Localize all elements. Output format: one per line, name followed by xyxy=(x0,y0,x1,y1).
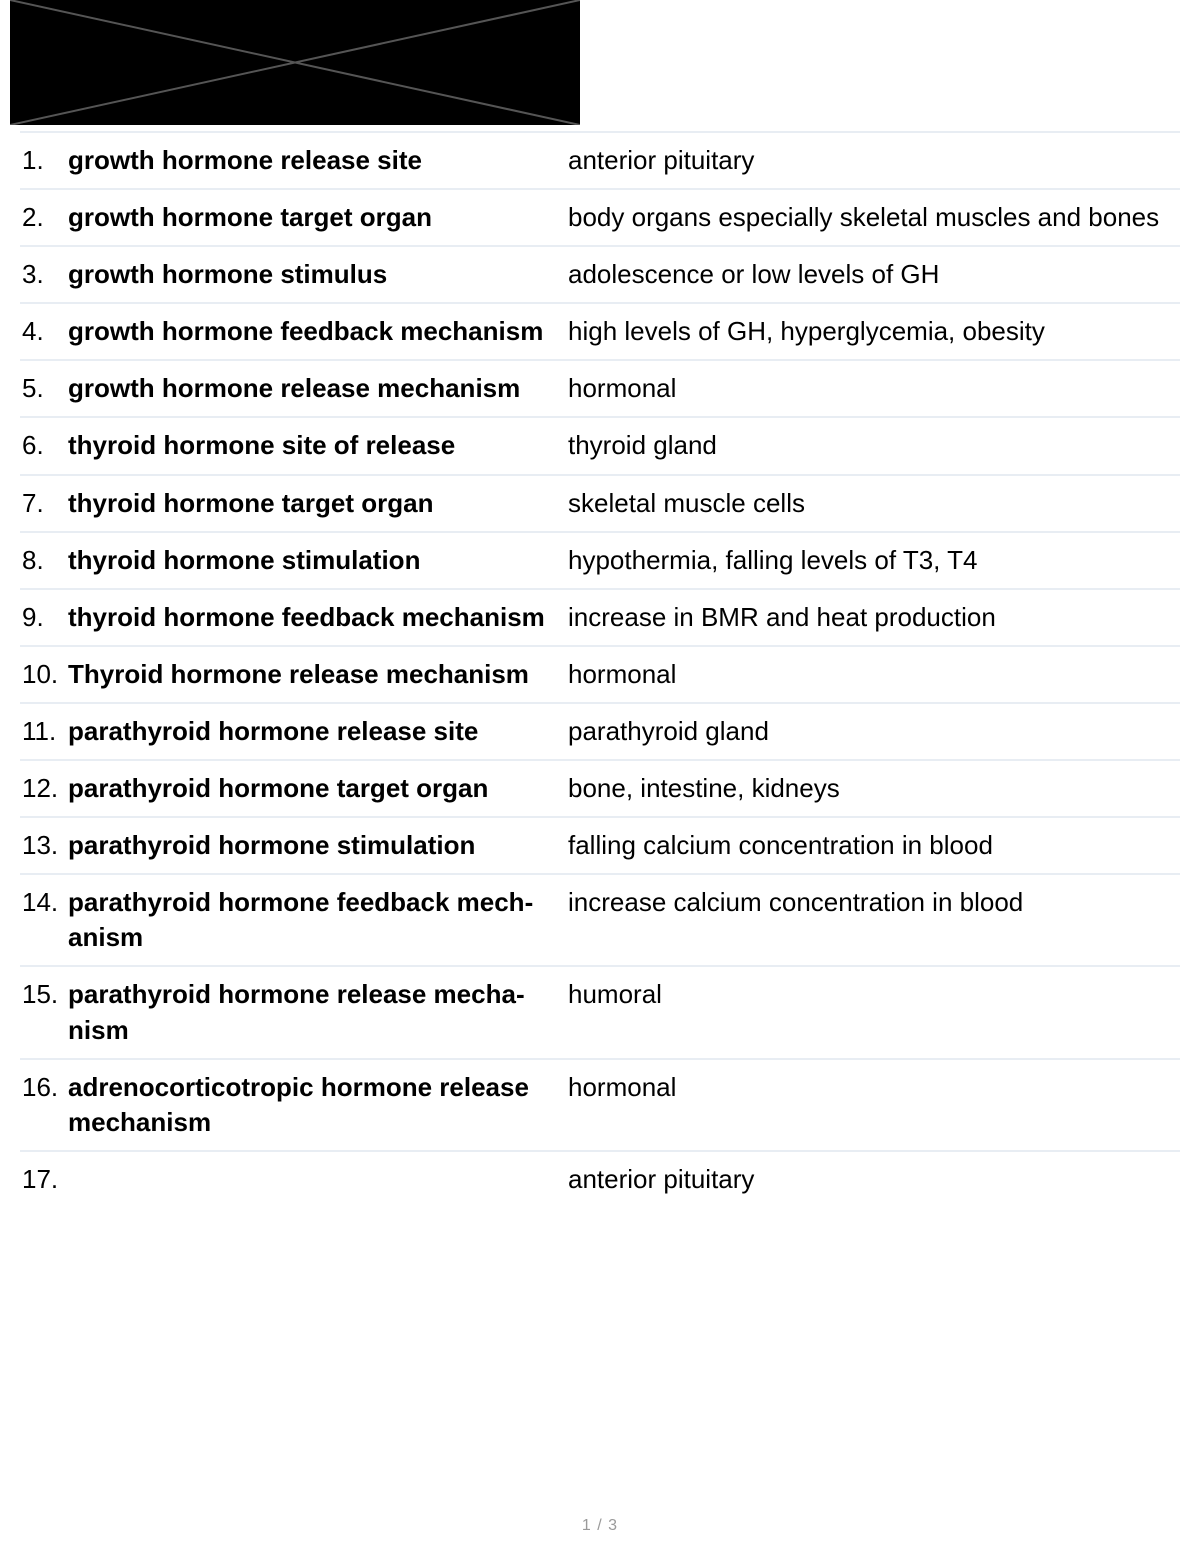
page-footer: 1 / 3 xyxy=(0,1517,1200,1535)
item-definition: hormonal xyxy=(568,657,1180,692)
item-number: 8. xyxy=(20,543,68,578)
item-term: growth hormone release mechanism xyxy=(68,371,568,406)
list-item: 4.growth hormone feedback mecha­nismhigh… xyxy=(20,302,1180,359)
item-number: 7. xyxy=(20,486,68,521)
item-definition: falling calcium concentration in blood xyxy=(568,828,1180,863)
item-number: 4. xyxy=(20,314,68,349)
item-term: adrenocorticotropic hormone release mech… xyxy=(68,1070,568,1140)
list-item: 11.parathyroid hormone release siteparat… xyxy=(20,702,1180,759)
item-definition: anterior pituitary xyxy=(568,143,1180,178)
item-term: thyroid hormone target organ xyxy=(68,486,568,521)
item-number: 1. xyxy=(20,143,68,178)
item-term: growth hormone feedback mecha­nism xyxy=(68,314,568,349)
item-number: 17. xyxy=(20,1162,68,1197)
list-item: 3.growth hormone stimulusadolescence or … xyxy=(20,245,1180,302)
list-item: 8.thyroid hormone stimulationhypothermia… xyxy=(20,531,1180,588)
page-number: 1 / 3 xyxy=(582,1517,618,1534)
item-term: growth hormone stimulus xyxy=(68,257,568,292)
item-number: 2. xyxy=(20,200,68,235)
list-item: 2.growth hormone target organbody organs… xyxy=(20,188,1180,245)
item-definition: increase calcium concentration in blood xyxy=(568,885,1180,920)
list-item: 1.growth hormone release siteanterior pi… xyxy=(20,131,1180,188)
item-term: Thyroid hormone release mechanism xyxy=(68,657,568,692)
terms-list: 1.growth hormone release siteanterior pi… xyxy=(0,131,1200,1207)
list-item: 5.growth hormone release mechanismhormon… xyxy=(20,359,1180,416)
item-definition: hypothermia, falling levels of T3, T4 xyxy=(568,543,1180,578)
item-definition: anterior pituitary xyxy=(568,1162,1180,1197)
list-item: 9.thyroid hormone feedback mecha­nisminc… xyxy=(20,588,1180,645)
list-item: 10.Thyroid hormone release mechanismhorm… xyxy=(20,645,1180,702)
item-definition: body organs especially skeletal muscles … xyxy=(568,200,1180,235)
item-definition: parathyroid gland xyxy=(568,714,1180,749)
item-definition: hormonal xyxy=(568,371,1180,406)
item-term: parathyroid hormone target organ xyxy=(68,771,568,806)
item-number: 5. xyxy=(20,371,68,406)
list-item: 16.adrenocorticotropic hormone release m… xyxy=(20,1058,1180,1150)
list-item: 15.parathyroid hormone release mecha­nis… xyxy=(20,965,1180,1057)
item-number: 9. xyxy=(20,600,68,635)
list-item: 6.thyroid hormone site of releasethyroid… xyxy=(20,416,1180,473)
item-term: growth hormone target organ xyxy=(68,200,568,235)
list-item: 17. anterior pituitary xyxy=(20,1150,1180,1207)
header-placeholder-box xyxy=(10,0,580,125)
list-item: 12.parathyroid hormone target organbone,… xyxy=(20,759,1180,816)
item-definition: humoral xyxy=(568,977,1180,1012)
item-term: growth hormone release site xyxy=(68,143,568,178)
item-definition: hormonal xyxy=(568,1070,1180,1105)
item-definition: skeletal muscle cells xyxy=(568,486,1180,521)
item-definition: high levels of GH, hyperglycemia, obesit… xyxy=(568,314,1180,349)
item-definition: thyroid gland xyxy=(568,428,1180,463)
item-number: 15. xyxy=(20,977,68,1012)
item-number: 11. xyxy=(20,714,68,749)
item-definition: adolescence or low levels of GH xyxy=(568,257,1180,292)
item-number: 14. xyxy=(20,885,68,920)
item-number: 13. xyxy=(20,828,68,863)
header-x-icon xyxy=(10,0,580,125)
list-item: 13.parathyroid hormone stimulationfallin… xyxy=(20,816,1180,873)
item-number: 16. xyxy=(20,1070,68,1105)
item-number: 3. xyxy=(20,257,68,292)
item-term: thyroid hormone site of release xyxy=(68,428,568,463)
item-term: parathyroid hormone stimulation xyxy=(68,828,568,863)
list-item: 7.thyroid hormone target organskeletal m… xyxy=(20,474,1180,531)
page: 1.growth hormone release siteanterior pi… xyxy=(0,0,1200,1553)
item-number: 12. xyxy=(20,771,68,806)
item-number: 6. xyxy=(20,428,68,463)
item-term: thyroid hormone stimulation xyxy=(68,543,568,578)
item-term: parathyroid hormone feedback mech­anism xyxy=(68,885,568,955)
item-number: 10. xyxy=(20,657,68,692)
item-definition: increase in BMR and heat produc­tion xyxy=(568,600,1180,635)
item-term: parathyroid hormone release site xyxy=(68,714,568,749)
list-item: 14.parathyroid hormone feedback mech­ani… xyxy=(20,873,1180,965)
item-term: thyroid hormone feedback mecha­nism xyxy=(68,600,568,635)
item-definition: bone, intestine, kidneys xyxy=(568,771,1180,806)
item-term: parathyroid hormone release mecha­nism xyxy=(68,977,568,1047)
